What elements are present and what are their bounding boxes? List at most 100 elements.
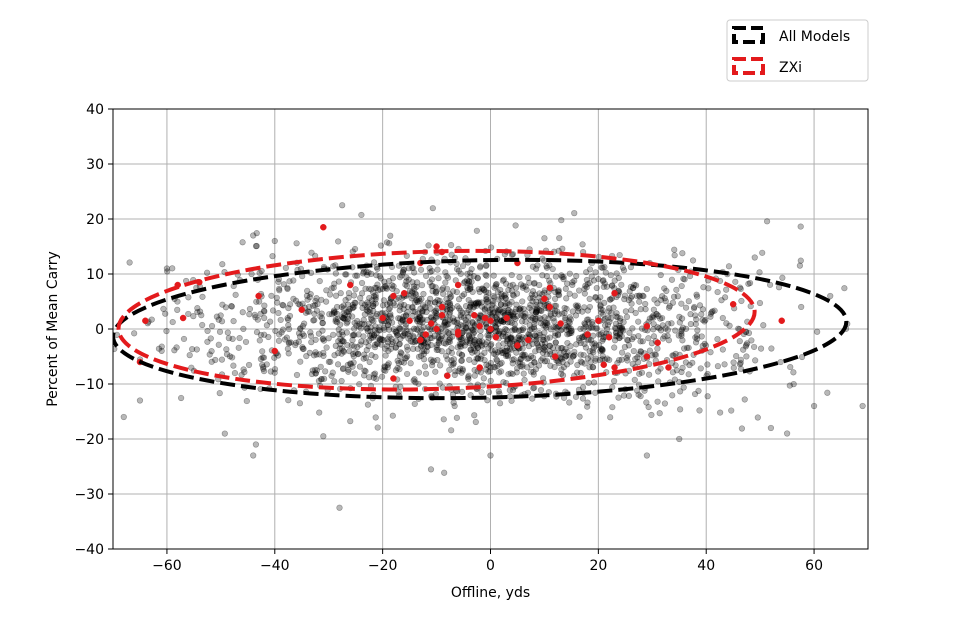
- point-all-models: [279, 301, 286, 309]
- point-all-models: [295, 338, 302, 345]
- point-all-models: [615, 274, 622, 282]
- point-all-models: [374, 265, 381, 272]
- point-all-models: [611, 377, 618, 385]
- point-all-models: [470, 304, 477, 311]
- point-all-models: [363, 269, 370, 276]
- point-all-models: [364, 304, 371, 311]
- point-all-models: [623, 313, 631, 320]
- point-all-models: [372, 296, 379, 303]
- point-all-models: [636, 293, 643, 300]
- point-all-models: [600, 277, 607, 284]
- point-all-models: [618, 327, 625, 334]
- point-all-models: [643, 452, 650, 459]
- point-all-models: [419, 302, 427, 309]
- point-all-models: [546, 334, 553, 341]
- point-all-models: [493, 314, 500, 322]
- point-all-models: [286, 278, 293, 285]
- point-all-models: [480, 286, 487, 293]
- point-all-models: [483, 339, 491, 346]
- point-all-models: [566, 352, 573, 359]
- point-all-models: [489, 310, 496, 317]
- point-all-models: [442, 279, 449, 286]
- point-all-models: [280, 281, 288, 288]
- point-all-models: [454, 316, 461, 323]
- point-all-models: [463, 325, 470, 332]
- point-all-models: [519, 351, 526, 359]
- point-all-models: [525, 274, 532, 282]
- point-all-models: [320, 349, 327, 356]
- point-all-models: [504, 331, 512, 339]
- point-all-models: [340, 310, 347, 317]
- point-all-models: [320, 433, 327, 440]
- point-zxi: [503, 314, 510, 322]
- point-all-models: [387, 345, 395, 352]
- point-all-models: [737, 365, 745, 373]
- point-all-models: [194, 308, 201, 316]
- point-all-models: [396, 315, 404, 322]
- point-all-models: [358, 211, 365, 219]
- point-all-models: [386, 277, 393, 285]
- point-all-models: [694, 327, 701, 334]
- point-all-models: [541, 235, 548, 242]
- point-all-models: [564, 339, 571, 347]
- point-all-models: [531, 279, 538, 287]
- point-all-models: [476, 288, 483, 295]
- point-all-models: [382, 352, 389, 359]
- point-all-models: [215, 341, 222, 348]
- point-all-models: [446, 300, 454, 307]
- point-all-models: [437, 335, 444, 342]
- point-all-models: [659, 335, 667, 342]
- point-all-models: [483, 304, 490, 311]
- point-all-models: [630, 334, 637, 341]
- point-zxi: [643, 353, 651, 360]
- point-all-models: [320, 337, 328, 344]
- point-all-models: [618, 325, 626, 332]
- point-all-models: [448, 427, 455, 434]
- point-all-models: [349, 337, 356, 344]
- point-all-models: [564, 280, 571, 287]
- point-all-models: [595, 297, 602, 304]
- point-all-models: [398, 358, 405, 366]
- point-all-models: [370, 302, 377, 310]
- point-all-models: [657, 296, 664, 304]
- point-all-models: [311, 302, 319, 309]
- point-all-models: [317, 313, 324, 320]
- point-all-models: [467, 346, 474, 353]
- point-all-models: [623, 354, 630, 361]
- point-all-models: [469, 327, 477, 334]
- point-all-models: [299, 300, 306, 307]
- point-all-models: [557, 355, 564, 362]
- point-all-models: [381, 364, 389, 371]
- point-all-models: [448, 361, 455, 368]
- point-all-models: [543, 335, 551, 342]
- point-all-models: [345, 294, 352, 301]
- point-all-models: [533, 336, 540, 343]
- point-all-models: [326, 291, 334, 298]
- point-all-models: [446, 338, 453, 345]
- point-all-models: [571, 292, 578, 299]
- point-all-models: [661, 400, 669, 407]
- point-all-models: [453, 266, 461, 273]
- point-all-models: [366, 358, 373, 366]
- point-all-models: [524, 355, 531, 362]
- point-all-models: [529, 314, 536, 322]
- point-all-models: [579, 333, 586, 340]
- point-all-models: [555, 344, 562, 352]
- point-all-models: [506, 340, 513, 348]
- point-all-models: [467, 303, 474, 310]
- point-all-models: [349, 332, 356, 339]
- point-all-models: [293, 371, 301, 379]
- point-all-models: [841, 285, 848, 292]
- point-all-models: [558, 355, 566, 362]
- point-all-models: [502, 352, 510, 360]
- point-all-models: [467, 273, 474, 280]
- point-all-models: [578, 359, 586, 366]
- point-all-models: [581, 360, 588, 367]
- point-all-models: [499, 277, 506, 284]
- point-all-models: [510, 314, 517, 321]
- point-all-models: [384, 321, 391, 329]
- point-all-models: [415, 316, 422, 323]
- point-all-models: [616, 251, 623, 259]
- point-all-models: [583, 284, 590, 291]
- point-all-models: [332, 292, 340, 299]
